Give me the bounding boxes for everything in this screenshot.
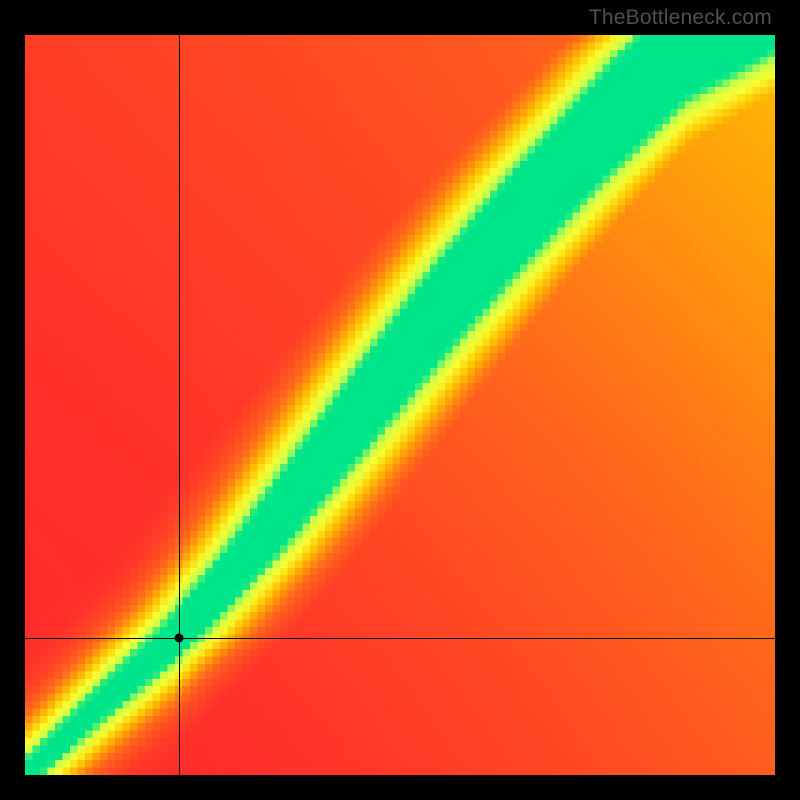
crosshair-horizontal [25, 638, 775, 639]
watermark-text: TheBottleneck.com [589, 6, 772, 30]
crosshair-vertical [179, 35, 180, 775]
crosshair-marker [174, 634, 183, 643]
plot-area [25, 35, 775, 775]
chart-container: TheBottleneck.com [0, 0, 800, 800]
heatmap-canvas [25, 35, 775, 775]
